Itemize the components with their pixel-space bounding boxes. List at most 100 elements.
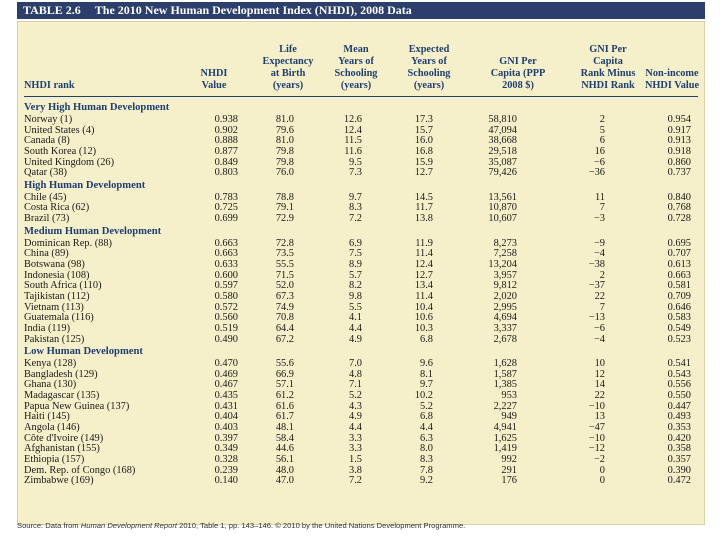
non-income-value-cell: 0.918 <box>667 145 691 157</box>
table-row: China (89) 0.663 73.5 7.5 11.4 7,258 −4 0.707 <box>18 249 704 260</box>
non-income-value-cell: 0.420 <box>667 432 691 444</box>
rank-difference-cell: −2 <box>593 453 605 465</box>
country-cell: Chile (45) <box>24 191 67 203</box>
header-rule <box>24 96 698 97</box>
rank-difference-cell: 0 <box>599 475 605 487</box>
table-row: Guatemala (116) 0.560 70.8 4.1 10.6 4,694 −13 0… <box>18 313 704 324</box>
non-income-value-cell: 0.472 <box>667 475 691 487</box>
rank-difference-cell: −10 <box>588 400 605 412</box>
life-expectancy-cell: 66.9 <box>275 368 294 380</box>
nhdi-value-cell: 0.519 <box>214 322 238 334</box>
non-income-value-cell: 0.353 <box>667 422 691 434</box>
table-row: United Kingdom (26) 0.849 79.8 9.5 15.9 35,08… <box>18 156 704 169</box>
non-income-value-cell: 0.549 <box>667 322 691 334</box>
gni-per-capita-cell: 10,870 <box>488 202 517 214</box>
section-heading: Very High Human Development <box>24 102 170 113</box>
nhdi-value-cell: 0.397 <box>214 432 238 444</box>
mean-schooling-cell: 11.5 <box>344 135 362 147</box>
header-mean-schooling: Mean Years of Schooling (years) <box>334 44 378 91</box>
life-expectancy-cell: 47.0 <box>275 475 294 487</box>
expected-schooling-cell: 16.0 <box>414 135 433 147</box>
country-cell: Haiti (145) <box>24 411 70 423</box>
life-expectancy-cell: 70.8 <box>275 312 294 324</box>
table-row: Dem. Rep. of Congo (168) 0.239 48.0 3.8 7.8 2… <box>18 464 704 477</box>
mean-schooling-cell: 9.5 <box>349 156 362 168</box>
non-income-value-cell: 0.707 <box>667 248 691 260</box>
rank-difference-cell: 7 <box>599 301 605 313</box>
life-expectancy-cell: 44.6 <box>275 443 294 455</box>
gni-per-capita-cell: 29,518 <box>488 145 517 157</box>
table-row: Chile (45) 0.783 78.8 9.7 14.5 13,561 11 0.840 <box>18 191 704 204</box>
mean-schooling-cell: 4.1 <box>349 312 362 324</box>
life-expectancy-cell: 74.9 <box>275 301 294 313</box>
non-income-value-cell: 0.447 <box>667 400 691 412</box>
rank-difference-cell: −9 <box>593 237 605 249</box>
expected-schooling-cell: 10.6 <box>414 312 433 324</box>
gni-per-capita-cell: 953 <box>501 390 517 402</box>
country-cell: Kenya (128) <box>24 358 77 370</box>
life-expectancy-cell: 76.0 <box>275 167 294 179</box>
expected-schooling-cell: 8.0 <box>420 443 433 455</box>
nhdi-value-cell: 0.403 <box>214 422 238 434</box>
gni-per-capita-cell: 3,957 <box>493 269 517 281</box>
gni-per-capita-cell: 3,337 <box>493 322 517 334</box>
table-row: South Korea (12) 0.877 79.8 11.6 16.8 29,518 1… <box>18 145 704 158</box>
expected-schooling-cell: 12.7 <box>414 269 433 281</box>
nhdi-value-cell: 0.663 <box>214 248 238 260</box>
nhdi-value-cell: 0.404 <box>214 411 238 423</box>
nhdi-value-cell: 0.490 <box>214 333 238 345</box>
non-income-value-cell: 0.358 <box>667 443 691 455</box>
mean-schooling-cell: 7.1 <box>349 379 362 391</box>
nhdi-value-cell: 0.725 <box>214 202 238 214</box>
life-expectancy-cell: 71.5 <box>275 269 294 281</box>
gni-per-capita-cell: 10,607 <box>488 213 517 225</box>
mean-schooling-cell: 1.5 <box>349 453 362 465</box>
nhdi-value-cell: 0.239 <box>214 464 238 476</box>
table-row: Vietnam (113) 0.572 74.9 5.5 10.4 2,995 7 0.646 <box>18 301 704 314</box>
country-cell: Canada (8) <box>24 135 70 147</box>
rank-difference-cell: 12 <box>594 368 605 380</box>
life-expectancy-cell: 61.6 <box>275 400 294 412</box>
country-cell: Qatar (38) <box>24 167 67 179</box>
section-heading: Low Human Development <box>24 346 143 358</box>
expected-schooling-cell: 16.8 <box>414 145 433 157</box>
rank-difference-cell: −37 <box>588 280 605 292</box>
nhdi-value-cell: 0.469 <box>214 368 238 380</box>
country-cell: India (119) <box>24 322 71 334</box>
non-income-value-cell: 0.728 <box>667 213 691 225</box>
table-number: TABLE 2.6 <box>23 3 81 17</box>
table-row: Canada (8) 0.888 81.0 11.5 16.0 38,668 6 0.913 <box>18 136 704 147</box>
non-income-value-cell: 0.556 <box>667 379 691 391</box>
table-row: Pakistan (125) 0.490 67.2 4.9 6.8 2,678 −4 0.52… <box>18 333 704 346</box>
non-income-value-cell: 0.663 <box>667 269 691 281</box>
expected-schooling-cell: 9.7 <box>420 379 433 391</box>
life-expectancy-cell: 52.0 <box>275 280 294 292</box>
gni-per-capita-cell: 47,094 <box>488 124 517 136</box>
non-income-value-cell: 0.917 <box>667 124 691 136</box>
country-cell: Madagascar (135) <box>24 390 100 402</box>
table-body: Very High Human Development Norway (1) 0.9… <box>18 101 704 487</box>
table-row: Qatar (38) 0.803 76.0 7.3 12.7 79,426 −36 0.737 <box>18 168 704 179</box>
life-expectancy-cell: 67.2 <box>275 333 294 345</box>
nhdi-value-cell: 0.328 <box>214 453 238 465</box>
mean-schooling-cell: 7.2 <box>349 475 362 487</box>
mean-schooling-cell: 8.3 <box>349 202 362 214</box>
mean-schooling-cell: 5.2 <box>349 390 362 402</box>
table-row: Brazil (73) 0.699 72.9 7.2 13.8 10,607 −3 0.728 <box>18 213 704 225</box>
rank-difference-cell: −47 <box>588 422 605 434</box>
gni-per-capita-cell: 1,385 <box>493 379 517 391</box>
country-cell: United States (4) <box>24 124 95 136</box>
nhdi-value-cell: 0.560 <box>214 312 238 324</box>
gni-per-capita-cell: 992 <box>501 453 517 465</box>
expected-schooling-cell: 10.2 <box>414 390 433 402</box>
non-income-value-cell: 0.613 <box>667 259 691 271</box>
rank-difference-cell: 14 <box>594 379 605 391</box>
table-row: South Africa (110) 0.597 52.0 8.2 13.4 9,812 −… <box>18 281 704 292</box>
table-row: Côte d'Ivoire (149) 0.397 58.4 3.3 6.3 1,625 −… <box>18 432 704 445</box>
mean-schooling-cell: 3.8 <box>349 464 362 476</box>
country-cell: Côte d'Ivoire (149) <box>24 432 104 444</box>
expected-schooling-cell: 12.7 <box>414 167 433 179</box>
expected-schooling-cell: 6.8 <box>420 411 433 423</box>
life-expectancy-cell: 78.8 <box>275 191 294 203</box>
life-expectancy-cell: 79.8 <box>275 145 294 157</box>
